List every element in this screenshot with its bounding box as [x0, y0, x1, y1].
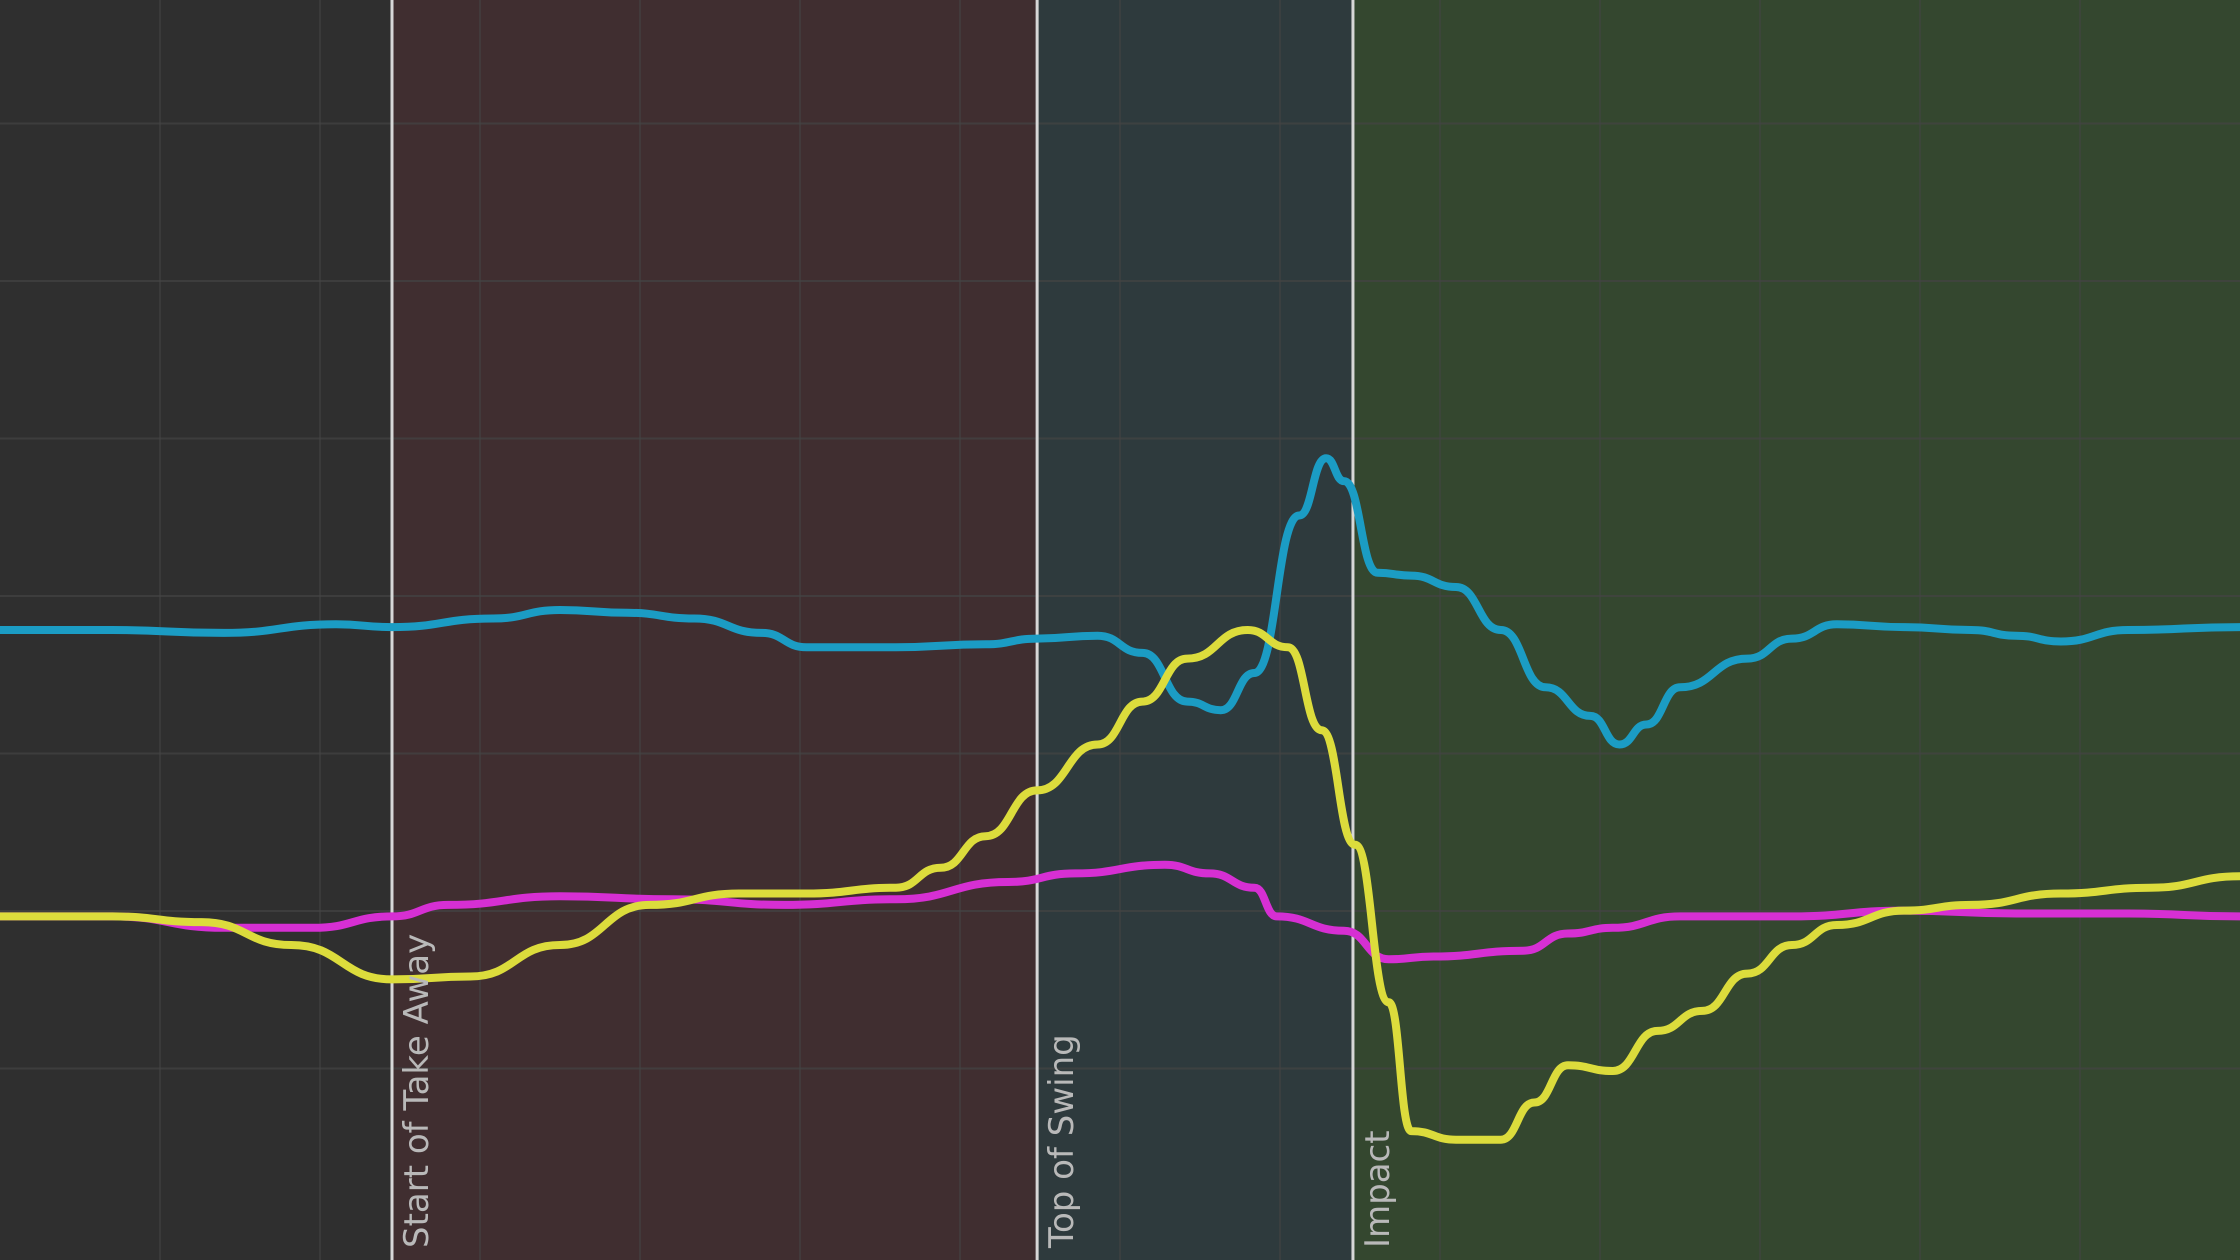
phase-band-backswing — [392, 0, 1038, 1260]
event-marker-label: Start of Take Away — [397, 934, 437, 1248]
series-line-2 — [0, 626, 2240, 1144]
series-line-0 — [0, 454, 2240, 749]
event-marker-label: Impact — [1358, 1130, 1398, 1248]
series-lines — [0, 454, 2240, 1144]
event-marker-labels: Start of Take Away Top of Swing Impact — [397, 934, 1398, 1249]
series-line-1 — [0, 860, 2240, 964]
phase-band-downswing — [1037, 0, 1353, 1260]
event-marker-label: Top of Swing — [1042, 1034, 1082, 1249]
